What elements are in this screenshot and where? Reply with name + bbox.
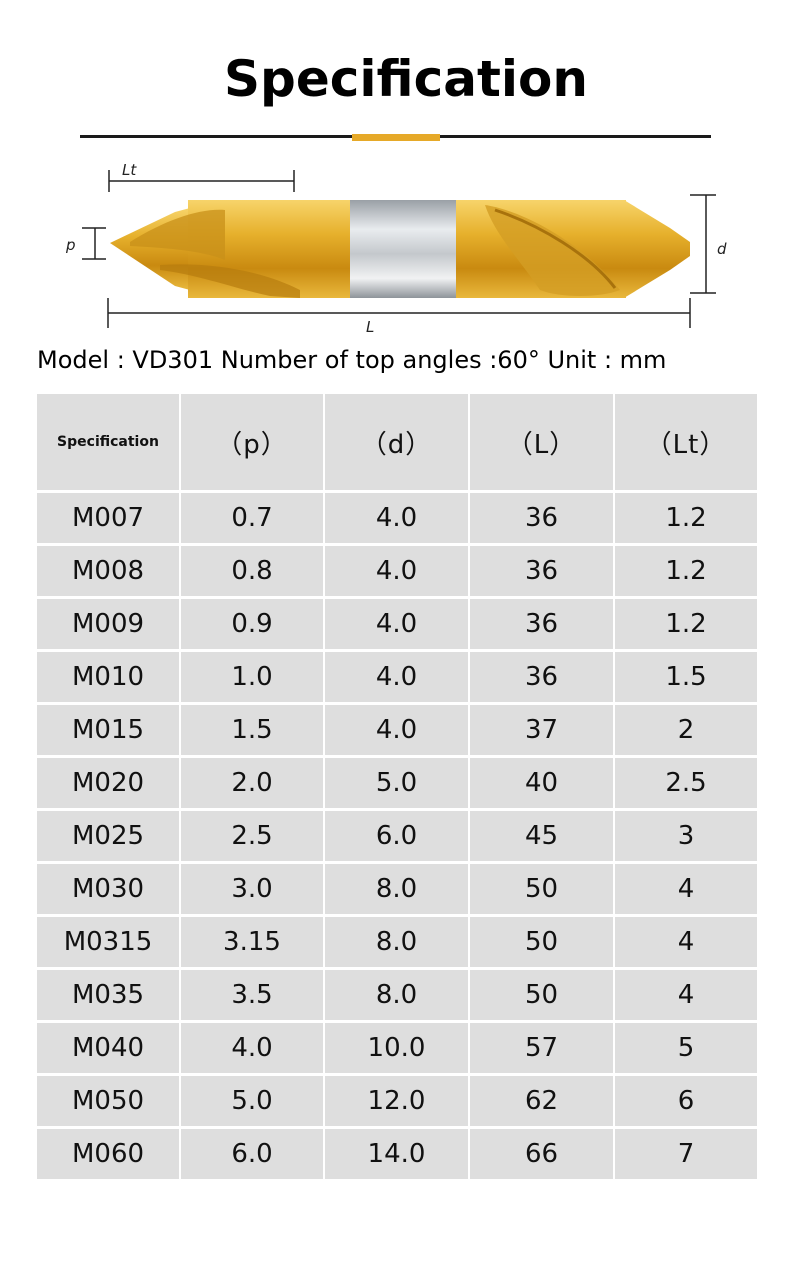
cell-lt: 1.2 (615, 599, 757, 649)
label-p: p (65, 236, 76, 254)
left-flute (130, 209, 225, 260)
cell-p: 3.5 (181, 970, 323, 1020)
cell-p: 5.0 (181, 1076, 323, 1126)
cell-L: 40 (470, 758, 613, 808)
cell-L: 50 (470, 970, 613, 1020)
cell-d: 10.0 (325, 1023, 468, 1073)
cell-p: 2.5 (181, 811, 323, 861)
cell-L: 57 (470, 1023, 613, 1073)
cell-lt: 7 (615, 1129, 757, 1179)
cell-spec: M0315 (37, 917, 179, 967)
cell-spec: M060 (37, 1129, 179, 1179)
cell-lt: 3 (615, 811, 757, 861)
cell-lt: 4 (615, 970, 757, 1020)
cell-p: 0.9 (181, 599, 323, 649)
cell-p: 0.8 (181, 546, 323, 596)
cell-spec: M030 (37, 864, 179, 914)
cell-spec: M009 (37, 599, 179, 649)
label-d: d (717, 240, 727, 258)
label-L: L (366, 318, 374, 336)
left-flute-2 (160, 264, 300, 298)
cell-p: 3.15 (181, 917, 323, 967)
header-lt: （Lt） (615, 394, 757, 490)
cell-L: 36 (470, 546, 613, 596)
cell-p: 1.0 (181, 652, 323, 702)
cell-spec: M010 (37, 652, 179, 702)
cell-d: 4.0 (325, 546, 468, 596)
cell-spec: M007 (37, 493, 179, 543)
right-flute (485, 205, 620, 296)
cell-p: 4.0 (181, 1023, 323, 1073)
cell-lt: 6 (615, 1076, 757, 1126)
cell-L: 36 (470, 493, 613, 543)
cell-L: 36 (470, 652, 613, 702)
cell-spec: M020 (37, 758, 179, 808)
cell-lt: 1.2 (615, 493, 757, 543)
drill-bit-diagram: Lt p d L (65, 161, 727, 336)
cell-p: 6.0 (181, 1129, 323, 1179)
cell-lt: 1.2 (615, 546, 757, 596)
cell-spec: M050 (37, 1076, 179, 1126)
cell-p: 1.5 (181, 705, 323, 755)
cell-lt: 2.5 (615, 758, 757, 808)
cell-lt: 4 (615, 917, 757, 967)
model-info: Model : VD301 Number of top angles :60° … (37, 346, 667, 374)
cell-lt: 2 (615, 705, 757, 755)
cell-L: 37 (470, 705, 613, 755)
specification-table: Specification （p） （d） （L） （Lt） M007 0.7 4.… (37, 394, 757, 1179)
cell-d: 8.0 (325, 917, 468, 967)
header-specification: Specification (37, 394, 179, 490)
cell-spec: M040 (37, 1023, 179, 1073)
cell-L: 50 (470, 864, 613, 914)
cell-lt: 5 (615, 1023, 757, 1073)
drill-silver-band (350, 200, 458, 298)
cell-lt: 4 (615, 864, 757, 914)
right-flute-inner (494, 208, 617, 289)
page-title: Specification (224, 50, 588, 108)
cell-d: 4.0 (325, 493, 468, 543)
cell-lt: 1.5 (615, 652, 757, 702)
cell-d: 12.0 (325, 1076, 468, 1126)
cell-spec: M008 (37, 546, 179, 596)
cell-p: 3.0 (181, 864, 323, 914)
drill-right-tip (624, 200, 690, 298)
header-p: （p） (181, 394, 323, 490)
header-L: （L） (470, 394, 613, 490)
cell-spec: M035 (37, 970, 179, 1020)
cell-d: 5.0 (325, 758, 468, 808)
cell-d: 6.0 (325, 811, 468, 861)
cell-d: 4.0 (325, 652, 468, 702)
cell-L: 45 (470, 811, 613, 861)
cell-d: 14.0 (325, 1129, 468, 1179)
cell-d: 4.0 (325, 599, 468, 649)
cell-d: 4.0 (325, 705, 468, 755)
cell-spec: M025 (37, 811, 179, 861)
cell-L: 66 (470, 1129, 613, 1179)
label-lt: Lt (122, 161, 137, 179)
cell-L: 62 (470, 1076, 613, 1126)
cell-p: 0.7 (181, 493, 323, 543)
cell-d: 8.0 (325, 970, 468, 1020)
cell-L: 50 (470, 917, 613, 967)
header-d: （d） (325, 394, 468, 490)
cell-spec: M015 (37, 705, 179, 755)
cell-d: 8.0 (325, 864, 468, 914)
cell-L: 36 (470, 599, 613, 649)
cell-p: 2.0 (181, 758, 323, 808)
title-divider-accent (352, 134, 440, 141)
